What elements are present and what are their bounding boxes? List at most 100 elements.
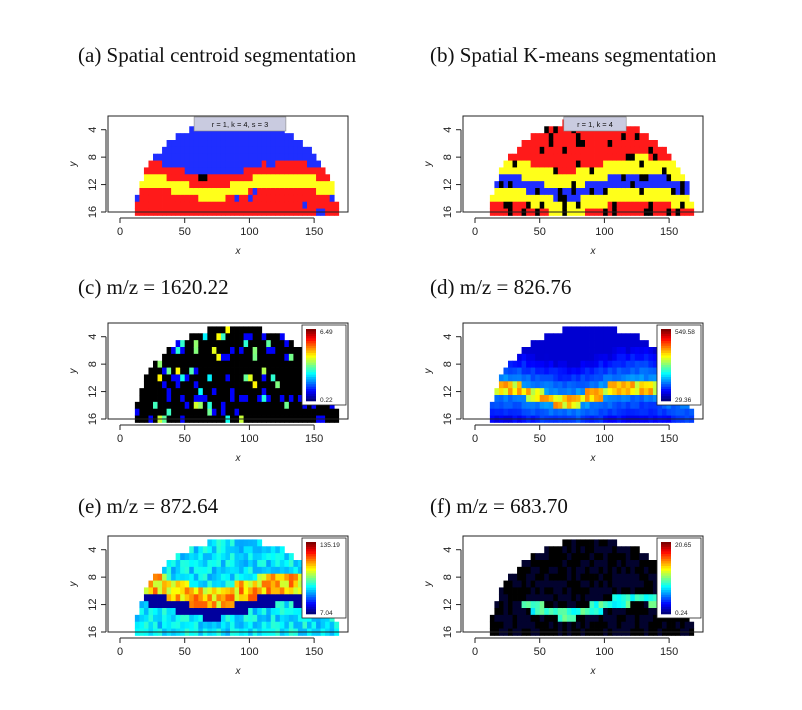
data-pixel: [675, 174, 681, 182]
data-pixel: [603, 133, 609, 141]
data-pixel: [652, 140, 658, 148]
data-pixel: [530, 174, 536, 182]
data-pixel: [575, 381, 581, 389]
data-pixel: [297, 560, 303, 568]
data-pixel: [288, 580, 294, 588]
data-pixel: [184, 408, 190, 416]
data-pixel: [535, 374, 541, 382]
data-pixel: [230, 388, 235, 396]
data-pixel: [671, 614, 676, 623]
data-pixel: [257, 580, 263, 588]
data-pixel: [243, 388, 249, 396]
data-pixel: [607, 560, 613, 568]
data-pixel: [220, 167, 226, 175]
data-pixel: [143, 181, 149, 189]
colorbar-step: [661, 599, 671, 603]
data-pixel: [248, 408, 254, 416]
data-pixel: [625, 126, 631, 134]
data-pixel: [539, 401, 545, 410]
data-pixel: [202, 133, 208, 141]
data-pixel: [189, 133, 195, 141]
data-pixel: [571, 133, 577, 141]
data-pixel: [684, 181, 690, 189]
data-pixel: [261, 333, 267, 341]
data-pixel: [225, 347, 231, 355]
data-pixel: [553, 395, 559, 403]
data-pixel: [175, 194, 181, 203]
data-pixel: [612, 601, 618, 609]
data-pixel: [157, 608, 163, 616]
data-pixel: [594, 374, 599, 382]
data-pixel: [220, 560, 226, 568]
data-pixel: [503, 160, 509, 168]
data-pixel: [553, 140, 559, 148]
data-pixel: [198, 401, 204, 410]
data-pixel: [270, 621, 276, 629]
data-pixel: [535, 601, 541, 609]
data-pixel: [580, 201, 586, 209]
data-pixel: [585, 395, 590, 403]
data-pixel: [571, 367, 577, 375]
data-pixel: [207, 353, 213, 362]
data-pixel: [675, 167, 681, 175]
data-pixel: [279, 174, 285, 182]
data-pixel: [489, 201, 495, 209]
data-pixel: [198, 194, 204, 203]
data-pixel: [585, 333, 590, 341]
data-pixel: [607, 146, 613, 155]
data-pixel: [612, 621, 618, 629]
data-pixel: [512, 388, 518, 396]
data-pixel: [598, 580, 604, 588]
data-pixel: [261, 608, 267, 616]
data-pixel: [220, 181, 226, 189]
colorbar-step: [306, 551, 316, 555]
data-pixel: [266, 360, 272, 368]
data-pixel: [162, 360, 167, 368]
data-pixel: [316, 614, 321, 623]
data-pixel: [211, 608, 217, 616]
data-pixel: [180, 153, 186, 161]
data-pixel: [607, 594, 613, 602]
data-pixel: [643, 621, 649, 629]
data-pixel: [239, 580, 244, 588]
data-pixel: [293, 573, 299, 581]
data-pixel: [180, 181, 186, 189]
data-pixel: [634, 333, 640, 341]
colorbar-max-label: 135.19: [320, 542, 340, 549]
data-pixel: [548, 153, 554, 161]
data-pixel: [566, 347, 572, 355]
data-pixel: [562, 539, 568, 547]
data-pixel: [494, 608, 500, 616]
data-pixel: [625, 140, 631, 148]
data-pixel: [171, 160, 177, 168]
data-pixel: [535, 146, 541, 155]
data-pixel: [279, 381, 285, 389]
data-pixel: [594, 594, 599, 602]
colorbar-step: [306, 348, 316, 351]
data-pixel: [580, 539, 586, 547]
data-pixel: [535, 580, 541, 588]
data-pixel: [230, 614, 235, 623]
data-pixel: [311, 167, 317, 175]
data-pixel: [548, 381, 554, 389]
data-pixel: [512, 153, 518, 161]
data-pixel: [648, 194, 654, 203]
data-pixel: [275, 167, 281, 175]
data-pixel: [284, 401, 290, 410]
data-pixel: [539, 408, 545, 416]
data-pixel: [316, 408, 321, 416]
data-pixel: [275, 194, 281, 203]
data-pixel: [234, 174, 240, 182]
data-pixel: [225, 374, 231, 382]
data-pixel: [680, 401, 686, 410]
data-pixel: [270, 194, 276, 203]
colorbar-step: [661, 367, 671, 371]
data-pixel: [589, 160, 595, 168]
data-pixel: [648, 408, 654, 416]
data-pixel: [297, 580, 303, 588]
data-pixel: [594, 381, 599, 389]
data-pixel: [252, 408, 258, 416]
data-pixel: [293, 174, 299, 182]
data-pixel: [530, 381, 536, 389]
data-pixel: [585, 181, 590, 189]
